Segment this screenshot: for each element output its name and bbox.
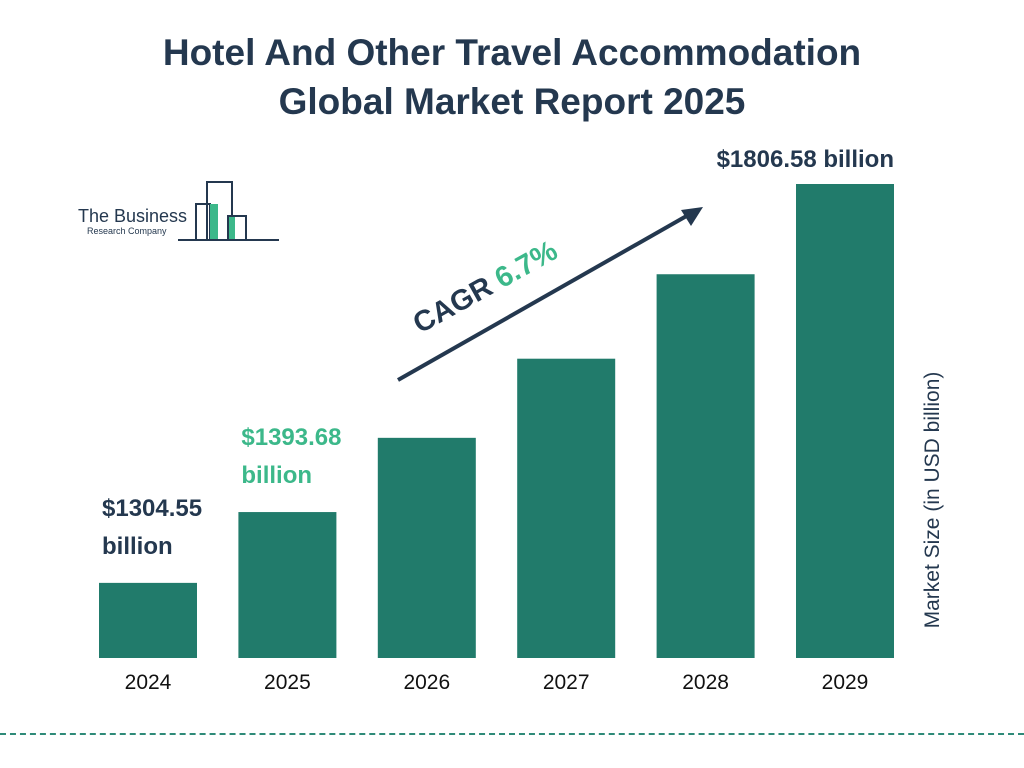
bar-2026	[377, 437, 476, 658]
cagr-arrow-head-icon	[681, 207, 703, 226]
bar-2025	[238, 512, 337, 658]
title-line-2: Global Market Report 2025	[278, 81, 746, 122]
x-tick-label-2026: 2026	[403, 671, 450, 694]
data-label-unit-2024: billion	[102, 533, 173, 560]
bar-2028	[656, 274, 755, 658]
bar-2024	[99, 582, 197, 658]
data-label-2025: $1393.68	[241, 424, 341, 451]
y-axis-label: Market Size (in USD billion)	[921, 372, 944, 629]
logo-subtitle: Research Company	[87, 226, 167, 236]
x-tick-label-2028: 2028	[682, 671, 729, 694]
bar-2027	[517, 358, 616, 658]
title-line-1: Hotel And Other Travel Accommodation	[162, 32, 862, 73]
company-logo: The Business Research Company	[78, 180, 283, 244]
data-label-unit-2025: billion	[241, 462, 312, 489]
logo-buildings-icon	[178, 181, 279, 241]
cagr-value: 6.7%	[490, 235, 564, 295]
x-tick-label-2024: 2024	[125, 671, 172, 694]
data-label-2024: $1304.55	[102, 495, 202, 522]
footer-dashed-divider	[0, 733, 1024, 735]
logo-name: The Business	[78, 206, 188, 226]
cagr-annotation: CAGR 6.7%	[408, 235, 563, 340]
x-tick-label-2027: 2027	[543, 671, 590, 694]
data-label-2029: $1806.58 billion	[717, 146, 894, 173]
x-tick-label-2025: 2025	[264, 671, 311, 694]
bar-2029	[796, 184, 894, 658]
x-tick-label-2029: 2029	[822, 671, 869, 694]
cagr-arrow-line	[397, 212, 691, 382]
chart-title: Hotel And Other Travel Accommodation Glo…	[0, 28, 1024, 126]
